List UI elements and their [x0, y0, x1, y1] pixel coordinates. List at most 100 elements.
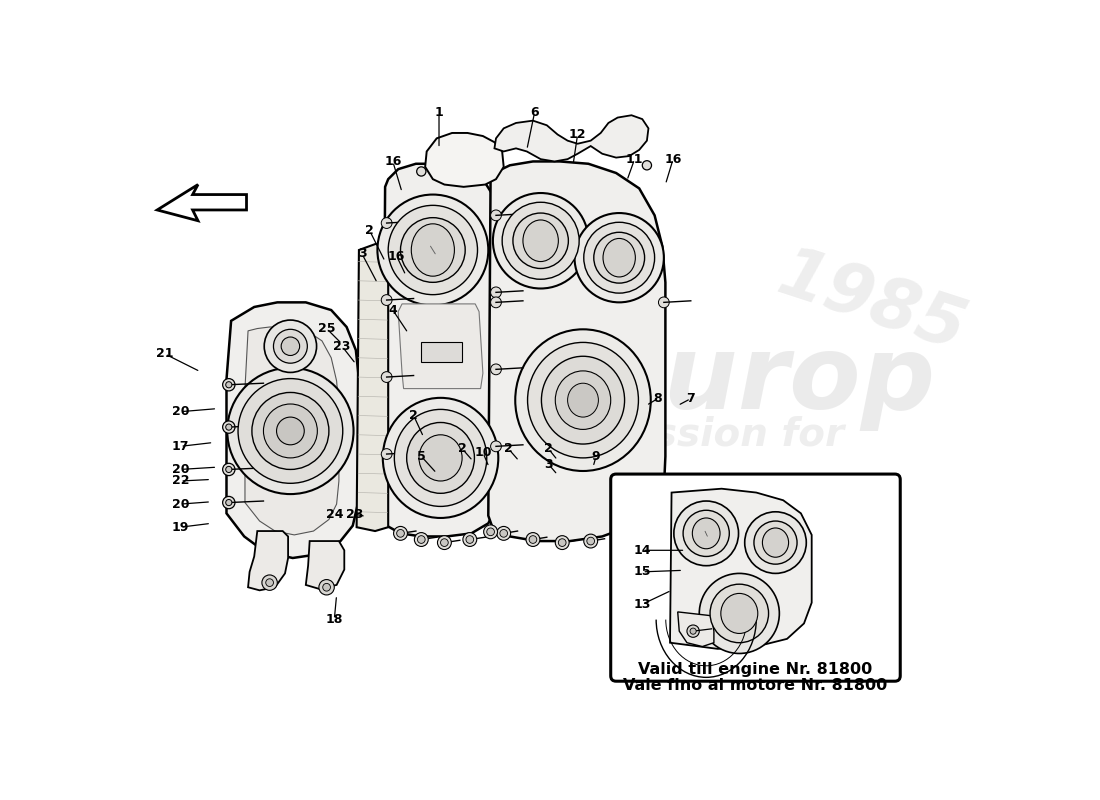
Text: 9: 9 [592, 450, 601, 463]
Ellipse shape [226, 499, 232, 506]
Ellipse shape [720, 594, 758, 634]
Ellipse shape [377, 194, 488, 306]
Text: 16: 16 [664, 153, 682, 166]
Ellipse shape [674, 501, 738, 566]
Text: 16: 16 [388, 250, 405, 262]
Text: 24: 24 [326, 508, 343, 521]
Text: 23: 23 [333, 340, 351, 353]
Polygon shape [383, 164, 498, 537]
Ellipse shape [415, 533, 428, 546]
Ellipse shape [529, 536, 537, 543]
Ellipse shape [690, 628, 696, 634]
Ellipse shape [637, 520, 645, 528]
Ellipse shape [526, 533, 540, 546]
Ellipse shape [683, 510, 729, 557]
Text: 21: 21 [156, 347, 174, 361]
Ellipse shape [400, 218, 465, 282]
Ellipse shape [274, 330, 307, 363]
Ellipse shape [222, 496, 235, 509]
Ellipse shape [394, 526, 407, 540]
Ellipse shape [522, 220, 559, 262]
Ellipse shape [440, 538, 449, 546]
Ellipse shape [594, 232, 645, 283]
Ellipse shape [745, 512, 806, 574]
Ellipse shape [252, 393, 329, 470]
Ellipse shape [417, 167, 426, 176]
Text: 16: 16 [384, 155, 402, 168]
Ellipse shape [466, 536, 474, 543]
Ellipse shape [503, 202, 580, 279]
Ellipse shape [382, 294, 392, 306]
Ellipse shape [513, 213, 569, 269]
Ellipse shape [418, 536, 426, 543]
Ellipse shape [634, 517, 648, 531]
Text: 19: 19 [172, 521, 189, 534]
Polygon shape [157, 185, 246, 221]
Ellipse shape [262, 575, 277, 590]
Polygon shape [488, 162, 666, 541]
Ellipse shape [642, 161, 651, 170]
Ellipse shape [574, 213, 664, 302]
Text: 6: 6 [530, 106, 539, 119]
Text: 18: 18 [326, 613, 343, 626]
Text: 2: 2 [365, 224, 374, 238]
Ellipse shape [491, 364, 502, 374]
Text: 2: 2 [544, 442, 552, 455]
Polygon shape [398, 304, 483, 389]
Ellipse shape [226, 382, 232, 388]
Ellipse shape [491, 297, 502, 308]
Ellipse shape [419, 435, 462, 481]
Text: Vale fino al motore Nr. 81800: Vale fino al motore Nr. 81800 [624, 678, 888, 693]
Ellipse shape [397, 530, 405, 538]
Ellipse shape [282, 337, 299, 355]
Ellipse shape [491, 210, 502, 221]
Text: 8: 8 [653, 392, 662, 405]
Ellipse shape [238, 378, 343, 483]
Text: 5: 5 [417, 450, 426, 463]
Ellipse shape [383, 398, 498, 518]
Ellipse shape [497, 526, 510, 540]
Text: 1: 1 [434, 106, 443, 119]
Ellipse shape [491, 441, 502, 452]
Ellipse shape [584, 534, 597, 548]
Text: 2: 2 [504, 442, 513, 455]
Ellipse shape [528, 342, 638, 458]
Ellipse shape [222, 378, 235, 391]
Text: 20: 20 [172, 463, 189, 476]
Polygon shape [245, 327, 339, 535]
Ellipse shape [486, 528, 495, 536]
Ellipse shape [228, 368, 353, 494]
Text: 2: 2 [458, 442, 466, 455]
Polygon shape [495, 115, 649, 162]
Text: 17: 17 [172, 440, 189, 453]
Ellipse shape [226, 424, 232, 430]
Text: a passion for: a passion for [560, 416, 845, 454]
Text: 23: 23 [345, 508, 363, 521]
Ellipse shape [264, 404, 317, 458]
Ellipse shape [388, 206, 477, 294]
Ellipse shape [556, 371, 610, 430]
Ellipse shape [559, 538, 566, 546]
Text: 11: 11 [626, 153, 644, 166]
Polygon shape [670, 489, 812, 649]
Text: 3: 3 [544, 458, 552, 470]
Text: 25: 25 [318, 322, 336, 335]
Ellipse shape [491, 287, 502, 298]
Ellipse shape [648, 503, 661, 517]
Ellipse shape [395, 410, 486, 506]
Ellipse shape [556, 536, 569, 550]
Ellipse shape [411, 224, 454, 276]
FancyBboxPatch shape [610, 474, 900, 682]
Ellipse shape [382, 218, 392, 229]
Ellipse shape [382, 449, 392, 459]
Ellipse shape [762, 528, 789, 558]
Ellipse shape [266, 578, 274, 586]
Polygon shape [249, 531, 288, 590]
Ellipse shape [541, 356, 625, 444]
Polygon shape [421, 342, 462, 362]
Ellipse shape [603, 238, 636, 277]
Ellipse shape [493, 193, 588, 289]
Ellipse shape [515, 330, 651, 471]
Ellipse shape [319, 579, 334, 595]
Text: 3: 3 [358, 247, 366, 260]
